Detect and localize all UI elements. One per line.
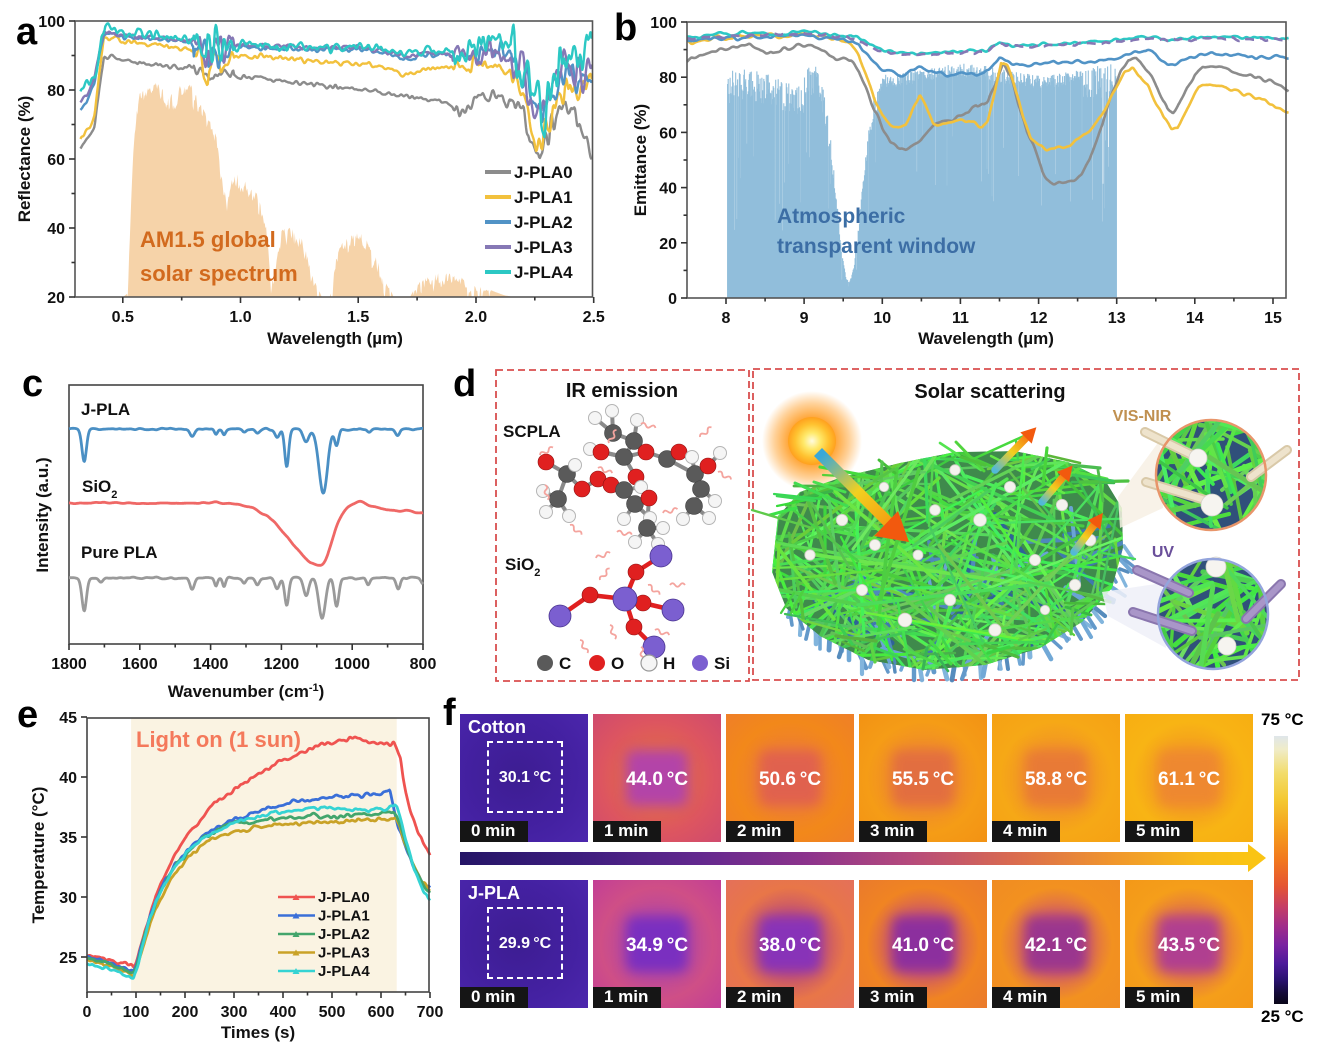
svg-text:40: 40 [59,770,77,787]
svg-text:SiO2: SiO2 [82,477,117,501]
svg-text:2.0: 2.0 [465,309,487,326]
svg-text:100: 100 [123,1004,150,1021]
svg-text:2.5: 2.5 [583,309,605,326]
svg-text:1800: 1800 [51,656,87,673]
svg-text:30: 30 [59,890,77,907]
svg-text:1.0: 1.0 [229,309,251,326]
svg-text:solar spectrum: solar spectrum [140,261,298,286]
svg-text:Reflectance (%): Reflectance (%) [15,96,34,223]
svg-text:J-PLA1: J-PLA1 [318,908,370,925]
svg-text:400: 400 [270,1004,297,1021]
svg-text:VIS-NIR: VIS-NIR [1113,408,1172,425]
svg-text:300: 300 [221,1004,248,1021]
svg-text:200: 200 [172,1004,199,1021]
svg-text:40: 40 [659,181,677,198]
svg-text:Intensity (a.u.): Intensity (a.u.) [33,457,52,572]
svg-text:J-PLA2: J-PLA2 [318,926,370,943]
svg-text:0.5: 0.5 [112,309,134,326]
svg-text:J-PLA0: J-PLA0 [514,163,573,182]
svg-text:Wavelength (µm): Wavelength (µm) [267,329,403,348]
svg-text:600: 600 [368,1004,395,1021]
svg-text:11: 11 [952,310,969,327]
svg-text:O: O [611,654,624,673]
svg-text:J-PLA0: J-PLA0 [318,889,370,906]
svg-text:Si: Si [714,654,730,673]
svg-text:b: b [614,7,637,49]
svg-text:60: 60 [659,125,677,142]
svg-text:1200: 1200 [264,656,300,673]
svg-text:80: 80 [47,83,65,100]
svg-text:80: 80 [659,70,677,87]
svg-text:800: 800 [410,656,437,673]
svg-text:40: 40 [47,221,65,238]
svg-text:J-PLA2: J-PLA2 [514,213,573,232]
svg-text:25: 25 [59,950,77,967]
svg-text:35: 35 [59,830,77,847]
svg-text:500: 500 [319,1004,346,1021]
svg-text:Pure PLA: Pure PLA [81,543,158,562]
svg-text:13: 13 [1108,310,1126,327]
svg-text:100: 100 [650,15,677,32]
svg-text:a: a [16,11,38,53]
svg-text:H: H [663,654,675,673]
svg-text:e: e [17,694,38,736]
svg-text:J-PLA4: J-PLA4 [318,963,370,980]
svg-text:J-PLA4: J-PLA4 [514,263,573,282]
svg-text:SCPLA: SCPLA [503,422,561,441]
svg-text:Wavenumber (cm-1): Wavenumber (cm-1) [168,682,325,701]
svg-text:1600: 1600 [122,656,158,673]
svg-text:Temperature (°C): Temperature (°C) [29,787,48,924]
svg-text:C: C [559,654,571,673]
svg-text:100: 100 [38,14,65,31]
svg-text:14: 14 [1186,310,1204,327]
svg-text:UV: UV [1152,544,1175,561]
svg-text:1400: 1400 [193,656,229,673]
svg-text:J-PLA3: J-PLA3 [514,238,573,257]
svg-text:J-PLA3: J-PLA3 [318,945,370,962]
svg-text:transparent window: transparent window [777,235,976,258]
svg-text:0: 0 [668,291,677,308]
svg-text:20: 20 [659,236,677,253]
svg-text:J-PLA: J-PLA [81,400,130,419]
svg-text:8: 8 [722,310,731,327]
svg-text:Light on (1 sun): Light on (1 sun) [136,727,301,752]
svg-text:12: 12 [1030,310,1048,327]
svg-text:Solar scattering: Solar scattering [914,381,1065,403]
svg-text:d: d [453,363,476,405]
svg-text:J-PLA1: J-PLA1 [514,188,573,207]
svg-text:Emittance (%): Emittance (%) [631,104,650,216]
svg-text:1.5: 1.5 [347,309,369,326]
svg-text:10: 10 [873,310,891,327]
svg-text:Times (s): Times (s) [221,1023,295,1042]
svg-text:Atmospheric: Atmospheric [777,205,906,228]
svg-text:c: c [22,363,43,405]
svg-text:15: 15 [1264,310,1282,327]
svg-text:1000: 1000 [334,656,370,673]
svg-text:SiO2: SiO2 [505,555,540,579]
svg-text:0: 0 [83,1004,92,1021]
svg-text:AM1.5 global: AM1.5 global [140,227,276,252]
svg-text:20: 20 [47,290,65,307]
svg-text:Wavelength (µm): Wavelength (µm) [918,329,1054,348]
svg-text:45: 45 [59,710,77,727]
svg-text:9: 9 [800,310,809,327]
svg-text:700: 700 [417,1004,444,1021]
svg-text:60: 60 [47,152,65,169]
svg-text:IR emission: IR emission [566,380,678,402]
